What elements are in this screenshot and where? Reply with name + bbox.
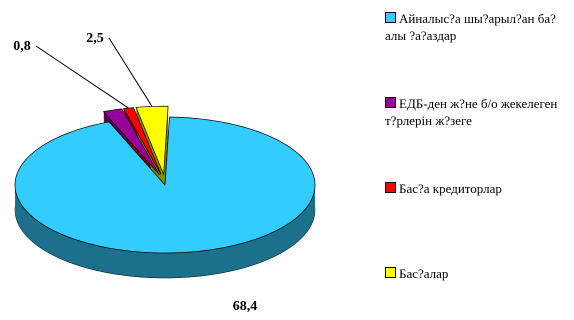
legend-label: Бас?а кредиторлар xyxy=(399,181,502,196)
legend-swatch xyxy=(385,267,396,278)
slice xyxy=(102,108,160,175)
legend-item: Айналыс?а шы?арыл?ан ба?алы ?а?аздар xyxy=(385,10,570,44)
slice xyxy=(14,116,316,254)
legend-item: Бас?алар xyxy=(385,265,570,282)
legend-swatch xyxy=(385,182,396,193)
data-label: 68,4 xyxy=(233,299,258,314)
legend-item: ЕДБ-ден ж?не б/о жекелеген т?рлерін ж?зе… xyxy=(385,95,570,129)
legend-item: Бас?а кредиторлар xyxy=(385,180,570,197)
legend-label: ЕДБ-ден ж?не б/о жекелеген т?рлерін ж?зе… xyxy=(385,96,558,128)
data-label: 0,8 xyxy=(13,39,31,54)
legend-swatch xyxy=(385,97,396,108)
legend-swatch xyxy=(385,12,396,23)
legend-label: Айналыс?а шы?арыл?ан ба?алы ?а?аздар xyxy=(385,11,556,43)
data-label: 2,5 xyxy=(86,31,104,46)
leader-line xyxy=(108,37,153,107)
leader-line xyxy=(35,45,129,109)
legend-label: Бас?алар xyxy=(399,266,449,281)
chart: 68,4 0,8 2,5 xyxy=(13,31,316,314)
slice xyxy=(122,107,162,175)
